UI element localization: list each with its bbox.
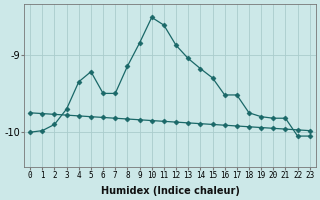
- X-axis label: Humidex (Indice chaleur): Humidex (Indice chaleur): [100, 186, 239, 196]
